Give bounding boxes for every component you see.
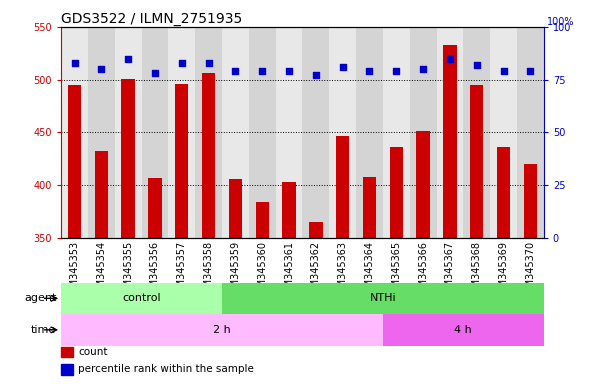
- Bar: [142, 27, 169, 238]
- Bar: [383, 314, 544, 346]
- Bar: [68, 85, 81, 238]
- Bar: [470, 85, 483, 238]
- Bar: [61, 283, 222, 314]
- Bar: [417, 131, 430, 238]
- Point: [97, 66, 106, 72]
- Bar: [309, 222, 323, 238]
- Point: [284, 68, 294, 74]
- Bar: [356, 27, 383, 238]
- Bar: [383, 27, 410, 238]
- Bar: [255, 202, 269, 238]
- Bar: [463, 27, 490, 238]
- Text: agent: agent: [24, 293, 56, 303]
- Text: control: control: [122, 293, 161, 303]
- Point: [230, 68, 240, 74]
- Bar: [61, 314, 383, 346]
- Bar: [517, 27, 544, 238]
- Bar: [302, 27, 329, 238]
- Bar: [115, 27, 142, 238]
- Bar: [229, 179, 242, 238]
- Bar: [202, 73, 215, 238]
- Text: GDS3522 / ILMN_2751935: GDS3522 / ILMN_2751935: [61, 12, 243, 26]
- Point: [70, 60, 79, 66]
- Bar: [490, 27, 517, 238]
- Text: NTHi: NTHi: [370, 293, 396, 303]
- Text: percentile rank within the sample: percentile rank within the sample: [78, 364, 254, 374]
- Point: [123, 55, 133, 61]
- Point: [365, 68, 375, 74]
- Bar: [222, 283, 544, 314]
- Bar: [443, 45, 456, 238]
- Bar: [148, 178, 162, 238]
- Point: [338, 64, 348, 70]
- Bar: [390, 147, 403, 238]
- Point: [203, 60, 213, 66]
- Bar: [88, 27, 115, 238]
- Point: [150, 70, 160, 76]
- Point: [445, 55, 455, 61]
- Bar: [61, 364, 73, 375]
- Bar: [336, 136, 349, 238]
- Text: 4 h: 4 h: [455, 325, 472, 335]
- Point: [418, 66, 428, 72]
- Text: 100%: 100%: [547, 17, 574, 27]
- Bar: [249, 27, 276, 238]
- Text: time: time: [31, 325, 56, 335]
- Bar: [524, 164, 537, 238]
- Bar: [61, 27, 88, 238]
- Bar: [436, 27, 463, 238]
- Point: [525, 68, 535, 74]
- Text: count: count: [78, 347, 108, 357]
- Bar: [329, 27, 356, 238]
- Bar: [276, 27, 302, 238]
- Point: [311, 72, 321, 78]
- Bar: [282, 182, 296, 238]
- Bar: [195, 27, 222, 238]
- Bar: [363, 177, 376, 238]
- Bar: [497, 147, 510, 238]
- Text: 2 h: 2 h: [213, 325, 231, 335]
- Bar: [122, 79, 135, 238]
- Bar: [61, 347, 73, 357]
- Bar: [410, 27, 436, 238]
- Point: [472, 62, 481, 68]
- Point: [392, 68, 401, 74]
- Bar: [222, 27, 249, 238]
- Bar: [169, 27, 195, 238]
- Bar: [95, 151, 108, 238]
- Point: [257, 68, 267, 74]
- Point: [499, 68, 508, 74]
- Point: [177, 60, 187, 66]
- Bar: [175, 84, 188, 238]
